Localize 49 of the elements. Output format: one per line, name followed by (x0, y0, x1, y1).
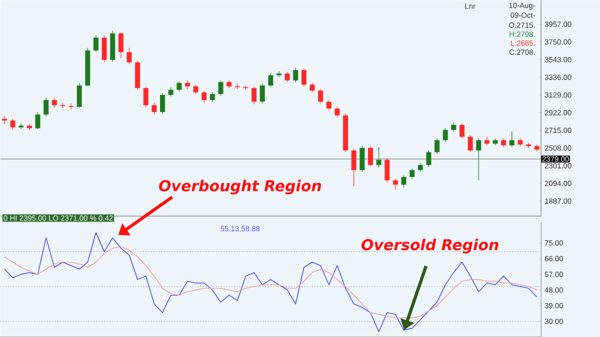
candlestick (193, 84, 198, 94)
candlestick (301, 68, 306, 87)
candlestick (468, 134, 473, 152)
candlestick (368, 146, 373, 167)
candlestick (360, 144, 365, 172)
candlestick (184, 80, 190, 90)
candlestick (76, 82, 82, 108)
candlestick (202, 90, 207, 103)
candlestick (102, 36, 107, 63)
candlestick (126, 47, 132, 64)
candlestick (118, 32, 124, 58)
candlestick (252, 86, 257, 104)
candlestick (168, 86, 174, 97)
annotation: Oversold Region (362, 238, 498, 254)
candlestick (176, 80, 182, 92)
candlestick (52, 98, 57, 108)
candlestick (384, 158, 390, 182)
candlestick (44, 97, 49, 116)
candlestick (401, 174, 406, 188)
candlestick (426, 150, 432, 167)
annotation: Overbought Region (159, 180, 321, 194)
candlestick (35, 112, 40, 130)
candlestick (293, 67, 298, 82)
candlestick (268, 73, 274, 88)
candlestick (460, 124, 464, 139)
candlestick (218, 80, 224, 96)
candlestick (93, 34, 98, 52)
candlestick (442, 128, 448, 142)
candlestick (392, 178, 398, 190)
candlestick (434, 138, 440, 154)
candlestick (451, 122, 456, 132)
candlestick (326, 100, 332, 110)
candlestick (376, 146, 382, 168)
candlestick (476, 138, 482, 181)
candlestick (318, 88, 324, 104)
candlestick (284, 71, 290, 82)
candlestick (509, 131, 514, 148)
candlestick (410, 168, 415, 179)
candlestick (143, 86, 148, 108)
candlestick (10, 118, 16, 130)
candlestick (260, 83, 265, 104)
candlestick (160, 92, 166, 114)
candlestick (334, 106, 340, 118)
candlestick (351, 148, 356, 187)
candlestick (310, 82, 315, 93)
candlestick (210, 92, 215, 102)
candlestick (484, 136, 490, 146)
candlestick (68, 103, 74, 110)
candlestick (152, 102, 157, 115)
